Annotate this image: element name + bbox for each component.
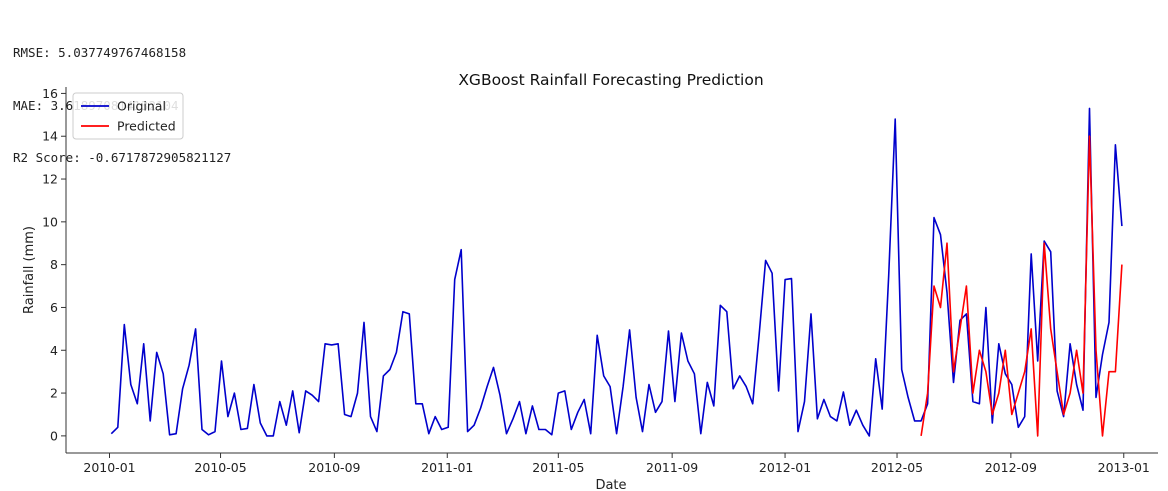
x-axis-label: Date [595, 478, 626, 491]
x-tick-label: 2011-05 [532, 460, 584, 475]
legend: Original Predicted [72, 92, 184, 140]
legend-box [72, 92, 184, 140]
x-tick-label: 2012-05 [871, 460, 923, 475]
x-tick-label: 2011-09 [646, 460, 698, 475]
y-tick-label: 8 [50, 257, 58, 272]
x-tick-label: 2011-01 [421, 460, 473, 475]
x-tick-label: 2010-09 [308, 460, 360, 475]
series-lines [110, 107, 1123, 437]
y-tick-label: 6 [50, 300, 58, 315]
y-axis-label: Rainfall (mm) [22, 226, 37, 314]
y-tick-label: 12 [42, 172, 58, 187]
x-tick-label: 2013-01 [1098, 460, 1150, 475]
series-line-original [110, 107, 1123, 437]
chart-title: XGBoost Rainfall Forecasting Prediction [458, 71, 763, 89]
x-tick-label: 2012-01 [759, 460, 811, 475]
x-tick-label: 2010-05 [194, 460, 246, 475]
y-tick-label: 0 [50, 428, 58, 443]
x-tick-label: 2010-01 [83, 460, 135, 475]
y-tick-label: 10 [42, 214, 58, 229]
y-tick-label: 4 [50, 343, 58, 358]
y-tick-label: 16 [42, 86, 58, 101]
y-tick-label: 2 [50, 386, 58, 401]
y-tick-label: 14 [42, 129, 58, 144]
x-tick-label: 2012-09 [985, 460, 1037, 475]
r2-text: R2 Score: -0.6717872905821127 [13, 150, 232, 165]
axes: 0 2 4 6 8 10 12 14 16 2010-01 2010-05 2010-09 2011-0… [42, 86, 1158, 475]
series-line-predicted [920, 135, 1123, 437]
legend-label-predicted: Predicted [117, 119, 176, 134]
legend-label-original: Original [117, 99, 166, 114]
rmse-text: RMSE: 5.037749767468158 [13, 45, 187, 60]
